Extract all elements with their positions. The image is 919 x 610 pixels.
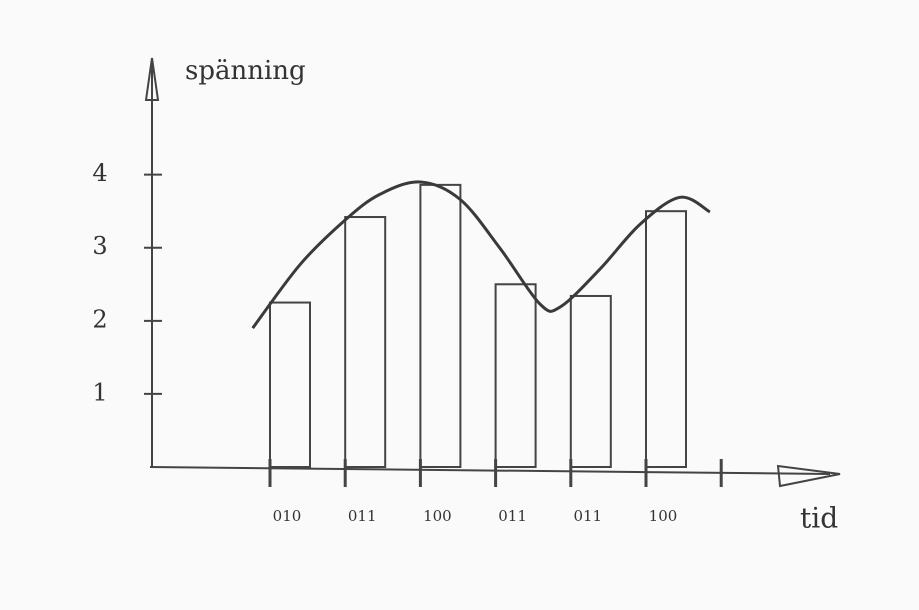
signal-curve (251, 180, 711, 330)
y-arrow (144, 57, 160, 101)
x-arrow (776, 464, 841, 488)
y-tick-label: 1 (92, 378, 107, 406)
bar (494, 283, 537, 469)
x-tick-label: 011 (573, 507, 602, 525)
y-tick-label: 3 (92, 232, 107, 260)
x-axis-label: tid (800, 502, 838, 535)
y-tick-label: 4 (92, 159, 107, 187)
x-tick-label: 100 (649, 507, 678, 525)
bar (569, 294, 612, 469)
y-tick-label: 2 (92, 305, 107, 333)
bar (645, 210, 687, 468)
y-axis-label: spänning (185, 56, 306, 86)
x-tick-label: 011 (348, 507, 377, 525)
bar (269, 301, 311, 468)
x-tick-label: 010 (273, 507, 302, 525)
bar (419, 183, 462, 469)
bar (344, 216, 387, 468)
x-axis (149, 466, 831, 475)
x-tick-label: 100 (423, 507, 452, 525)
x-tick-label: 011 (498, 507, 527, 525)
